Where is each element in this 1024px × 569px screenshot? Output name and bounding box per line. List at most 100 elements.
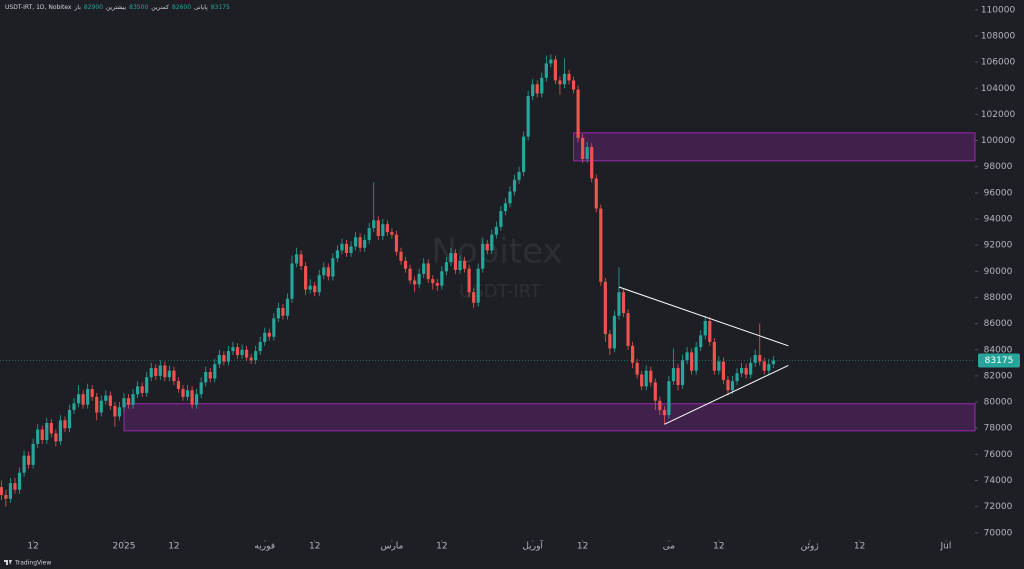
candle-body	[553, 59, 557, 81]
candle-body	[254, 351, 258, 361]
candle-body	[699, 335, 703, 348]
candle-body	[671, 368, 676, 382]
legend-value: 82900	[83, 4, 103, 11]
candle-body	[581, 137, 585, 159]
candle-body	[462, 260, 467, 269]
candle-body	[422, 263, 426, 274]
candle-body	[417, 273, 421, 285]
y-tick-label: 100000	[981, 136, 1016, 146]
candle-body	[326, 267, 330, 277]
candle-body	[494, 226, 498, 235]
candle-body	[113, 405, 117, 417]
watermark: Nobitex USDT-IRT	[431, 232, 562, 303]
candle-body	[576, 89, 580, 138]
candle-body	[435, 283, 439, 286]
candle-body	[67, 409, 72, 429]
x-tick-label: 12	[168, 542, 179, 552]
candle-body	[195, 394, 199, 405]
candle-body	[535, 84, 539, 94]
candle-body	[444, 262, 448, 272]
candle-body	[54, 433, 58, 442]
candle-body	[163, 365, 167, 378]
candle-body	[304, 266, 308, 290]
x-tick-label: آوریل	[522, 540, 543, 552]
x-tick-label: 2025	[113, 542, 136, 552]
candle-body	[499, 211, 503, 227]
candle-body	[58, 420, 62, 442]
legend: USDT-IRT, 1D, Nobitex باز 82900 بیشترین 835…	[5, 4, 230, 11]
candle-body	[508, 191, 512, 204]
candle-body	[290, 263, 294, 299]
candle-body	[226, 351, 231, 362]
candle-body	[762, 361, 766, 371]
candle-body	[126, 398, 131, 405]
candle-body	[0, 487, 3, 495]
candle-body	[231, 347, 235, 352]
watermark-symbol: USDT-IRT	[459, 281, 542, 302]
legend-label: پایانی	[194, 4, 208, 11]
candle-body	[472, 292, 476, 303]
y-tick-label: 70000	[984, 528, 1013, 538]
candle-body	[72, 403, 76, 410]
candle-body	[676, 368, 680, 386]
y-tick-label: 84000	[984, 345, 1013, 355]
candle-body	[680, 360, 685, 386]
candle-body	[749, 362, 753, 375]
candle-body	[522, 136, 526, 172]
candle-body	[640, 374, 644, 387]
candle-body	[567, 73, 571, 81]
candle-body	[8, 483, 13, 499]
candle-body	[753, 354, 757, 363]
candle-body	[313, 285, 317, 293]
y-tick-label: 96000	[984, 188, 1013, 198]
candle-body	[131, 394, 135, 405]
candle-body	[481, 243, 485, 269]
candle-body	[658, 400, 662, 410]
candle-body	[440, 271, 444, 286]
candle-body	[249, 357, 253, 361]
candle-body	[344, 243, 349, 254]
candle-body	[240, 349, 244, 355]
candle-body	[145, 377, 149, 393]
candle-body	[140, 386, 144, 393]
legend-value: 83175	[210, 4, 230, 11]
trendline	[664, 364, 789, 425]
candle-body	[771, 360, 775, 365]
candle-body	[413, 280, 417, 285]
candle-body	[204, 371, 208, 383]
candle-body	[403, 260, 408, 269]
candle-body	[272, 318, 276, 337]
candle-body	[517, 171, 521, 180]
candle-body	[735, 373, 739, 382]
candle-body	[544, 63, 548, 78]
candle-body	[612, 315, 617, 349]
candle-body	[76, 394, 81, 404]
x-tick-label: 12	[854, 542, 865, 552]
candle-body	[599, 208, 603, 282]
candle-body	[349, 246, 353, 254]
candle-body	[603, 281, 607, 335]
candle-body	[81, 394, 85, 405]
candle-body	[136, 386, 140, 395]
candle-body	[176, 381, 181, 389]
candle-body	[36, 429, 40, 444]
candle-body	[453, 253, 458, 270]
y-tick-label: 76000	[984, 450, 1013, 460]
candle-body	[358, 237, 362, 248]
candle-body	[86, 388, 90, 405]
y-tick-label: 88000	[984, 293, 1013, 303]
candle-body	[667, 381, 671, 416]
footer: TradingView	[4, 560, 51, 567]
y-tick-label: 106000	[981, 58, 1016, 68]
candle-body	[104, 395, 108, 401]
candle-body	[390, 232, 394, 235]
y-tick-label: 78000	[984, 424, 1013, 434]
candle-body	[644, 370, 648, 387]
legend-label: کمترین	[151, 4, 169, 11]
x-tick-label: فوریه	[254, 542, 275, 552]
candle-body	[662, 409, 666, 416]
candle-body	[690, 352, 694, 371]
legend-label: بیشترین	[105, 4, 127, 11]
x-tick-label: 12	[27, 542, 38, 552]
candle-body	[235, 347, 240, 355]
